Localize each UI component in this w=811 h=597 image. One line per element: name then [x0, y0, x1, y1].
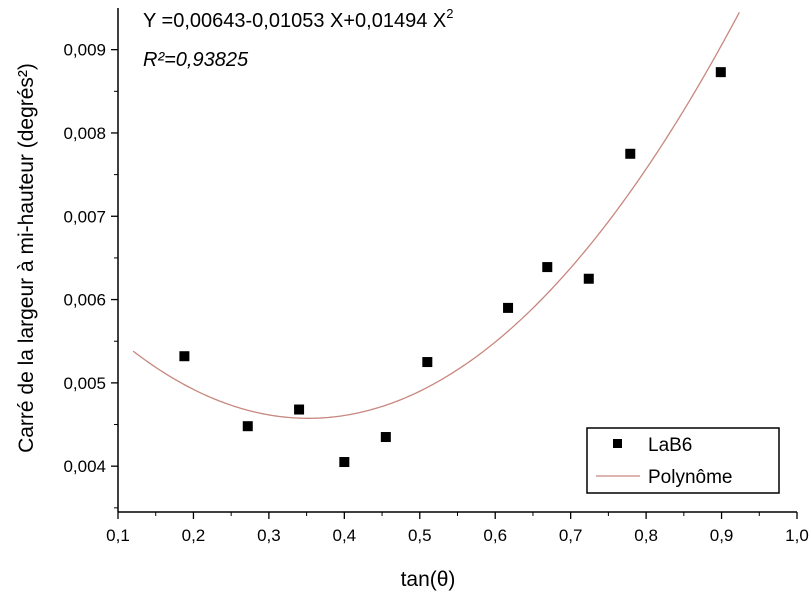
data-point	[179, 351, 190, 362]
data-point	[625, 148, 636, 159]
x-tick-label: 0,7	[559, 526, 583, 545]
x-axis-ticks: 0,1 0,2 0,3 0,4 0,5 0,6 0,7 0,8 0,9 1,0	[106, 512, 809, 545]
y-tick-label: 0,004	[63, 457, 106, 476]
legend-box	[586, 427, 780, 494]
equation-annotation: Y =0,00643-0,01053 X+0,01494 X2	[143, 6, 453, 32]
legend-marker-lab6	[613, 439, 622, 448]
y-tick-label: 0,006	[63, 291, 106, 310]
y-tick-label: 0,008	[63, 124, 106, 143]
y-tick-label: 0,005	[63, 374, 106, 393]
legend-label-polynome: Polynôme	[648, 467, 733, 488]
data-point	[242, 421, 253, 432]
equation-main: Y =0,00643-0,01053 X+0,01494 X	[143, 10, 446, 32]
equation-exponent: 2	[446, 6, 453, 21]
x-tick-label: 0,2	[182, 526, 206, 545]
data-point	[339, 457, 350, 468]
x-tick-label: 0,1	[106, 526, 130, 545]
r-squared-annotation: R²=0,93825	[143, 49, 249, 71]
fit-curve-layer	[132, 11, 740, 419]
x-tick-label: 0,6	[483, 526, 507, 545]
x-tick-label: 1,0	[785, 526, 809, 545]
x-tick-label: 0,4	[333, 526, 357, 545]
x-axis-title: tan(θ)	[401, 568, 456, 591]
data-point	[583, 273, 594, 284]
data-point	[380, 432, 391, 443]
data-point	[542, 262, 553, 273]
x-tick-label: 0,8	[634, 526, 658, 545]
legend-label-lab6: LaB6	[648, 435, 692, 456]
data-point	[422, 357, 433, 368]
x-tick-label: 0,5	[408, 526, 432, 545]
legend: LaB6 Polynôme	[586, 427, 780, 494]
x-tick-label: 0,3	[257, 526, 281, 545]
x-tick-label: 0,9	[710, 526, 734, 545]
data-point	[715, 67, 726, 78]
y-tick-label: 0,007	[63, 207, 106, 226]
data-point	[503, 302, 514, 313]
data-points-layer	[179, 67, 726, 468]
data-point	[294, 404, 305, 415]
y-axis-title: Carré de la largeur à mi-hauteur (degrés…	[15, 63, 38, 453]
y-tick-label: 0,009	[63, 41, 106, 60]
polynome-fit-line	[132, 11, 740, 419]
y-axis-ticks: 0,004 0,005 0,006 0,007 0,008 0,009	[63, 41, 118, 509]
